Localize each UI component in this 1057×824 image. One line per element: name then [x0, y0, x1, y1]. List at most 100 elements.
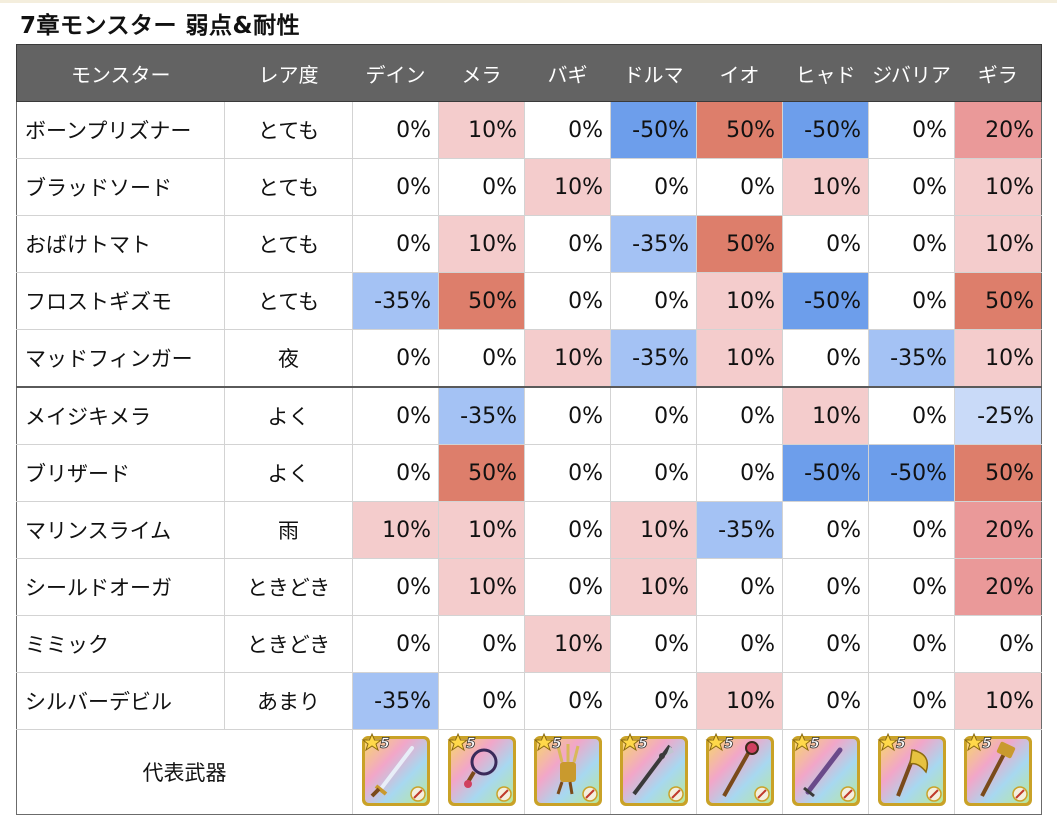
resistance-value: 50%: [954, 444, 1042, 502]
header-row: モンスター レア度 デイン メラ バギ ドルマ イオ ヒャド ジバリア ギラ: [16, 44, 1042, 102]
resistance-value: 10%: [696, 672, 783, 730]
resistance-value: 0%: [696, 558, 783, 616]
resistance-value: 0%: [352, 158, 439, 216]
resistance-value: -35%: [352, 672, 439, 730]
resistance-value: 0%: [868, 101, 955, 159]
resistance-value: 10%: [610, 501, 697, 559]
resistance-value: 0%: [352, 444, 439, 502]
resistance-value: 10%: [696, 272, 783, 330]
resistance-value: 10%: [610, 558, 697, 616]
header-mera: メラ: [438, 44, 525, 102]
axe-icon: 5: [876, 732, 948, 812]
resistance-value: 0%: [954, 615, 1042, 673]
resistance-value: 10%: [782, 386, 869, 445]
resistance-value: 0%: [868, 558, 955, 616]
resistance-value: 10%: [954, 158, 1042, 216]
star-icon: [705, 732, 726, 752]
resistance-value: 0%: [610, 615, 697, 673]
monster-name: シルバーデビル: [16, 672, 225, 730]
resistance-value: 0%: [868, 215, 955, 273]
resistance-value: 0%: [524, 558, 611, 616]
star-rank-number: 5: [982, 736, 992, 752]
star-rank-number: 5: [380, 736, 390, 752]
resistance-value: 0%: [696, 444, 783, 502]
star-rank-number: 5: [896, 736, 906, 752]
resistance-value: 0%: [524, 501, 611, 559]
resistance-value: 0%: [696, 615, 783, 673]
top-border: [0, 0, 1057, 3]
table-row: メイジキメラ よく 0% -35% 0% 0% 0% 10% 0% -25%: [16, 386, 1042, 445]
table-row: ミミック ときどき 0% 0% 10% 0% 0% 0% 0% 0%: [16, 615, 1042, 673]
header-gira: ギラ: [954, 44, 1042, 102]
resistance-value: 50%: [954, 272, 1042, 330]
resistance-value: 20%: [954, 501, 1042, 559]
monster-name: おばけトマト: [16, 215, 225, 273]
resistance-value: 0%: [782, 672, 869, 730]
resistance-value: -25%: [954, 386, 1042, 445]
table-row: ボーンプリズナー とても 0% 10% 0% -50% 50% -50% 0% 20%: [16, 101, 1042, 159]
resistance-value: 10%: [954, 215, 1042, 273]
table-row: マッドフィンガー夜 0% 0% 10% -35% 10% 0% -35% 10%: [16, 329, 1042, 388]
monster-name: ミミック: [16, 615, 225, 673]
resistance-value: -35%: [438, 386, 525, 445]
resistance-value: 0%: [524, 444, 611, 502]
star-rank-number: 5: [638, 736, 648, 752]
weapon-cell: 5: [438, 729, 525, 815]
header-jibaria: ジバリア: [868, 44, 955, 102]
resistance-value: 0%: [610, 672, 697, 730]
resistance-value: 0%: [782, 215, 869, 273]
monster-name: マリンスライム: [16, 501, 225, 559]
resistance-value: -50%: [782, 444, 869, 502]
star-icon: [447, 732, 468, 752]
monster-name: ブリザード: [16, 444, 225, 502]
monster-name: ブラッドソード: [16, 158, 225, 216]
page-title: 7章モンスター 弱点&耐性: [20, 13, 301, 39]
weapon-cell: 5: [782, 729, 869, 815]
resistance-value: -35%: [610, 329, 697, 388]
resistance-value: 0%: [696, 386, 783, 445]
rarity-cell: とても: [224, 158, 353, 216]
resistance-value: 10%: [524, 615, 611, 673]
header-dorma: ドルマ: [610, 44, 697, 102]
resistance-value: 0%: [524, 215, 611, 273]
resistance-value: 0%: [868, 158, 955, 216]
table-row: ブリザード よく 0% 50% 0% 0% 0% -50% -50% 50%: [16, 444, 1042, 502]
header-bagi: バギ: [524, 44, 611, 102]
resistance-value: 0%: [352, 386, 439, 445]
weapon-cell: 5: [610, 729, 697, 815]
resistance-value: 0%: [352, 615, 439, 673]
resistance-value: 10%: [524, 158, 611, 216]
resistance-value: 20%: [954, 558, 1042, 616]
star-icon: [791, 732, 812, 752]
resistance-value: 0%: [352, 329, 439, 388]
rarity-cell: よく: [224, 386, 353, 445]
star-icon: [963, 732, 985, 752]
weapon-cell: 5: [954, 729, 1042, 815]
resistance-value: 10%: [954, 329, 1042, 388]
table-row: フロストギズモ とても -35% 50% 0% 0% 10% -50% 0% 50%: [16, 272, 1042, 330]
spear-icon: 5: [618, 732, 690, 812]
resistance-value: 0%: [438, 615, 525, 673]
resistance-value: 0%: [696, 158, 783, 216]
resistance-value: 50%: [438, 444, 525, 502]
resistance-value: 0%: [782, 329, 869, 388]
resistance-value: 50%: [438, 272, 525, 330]
header-dein: デイン: [352, 44, 439, 102]
whip-icon: 5: [446, 732, 518, 812]
resistance-value: 0%: [868, 501, 955, 559]
hammer-icon: 5: [962, 732, 1034, 812]
resistance-value: 10%: [782, 158, 869, 216]
sword-icon: 5: [360, 732, 432, 812]
weapon-row-label: 代表武器: [16, 729, 353, 815]
star-rank-number: 5: [466, 736, 476, 752]
resistance-value: 50%: [696, 215, 783, 273]
star-rank-number: 5: [552, 736, 562, 752]
resistance-value: 0%: [524, 272, 611, 330]
table-row: シルバーデビル あまり -35% 0% 0% 0% 10% 0% 0% 10%: [16, 672, 1042, 730]
resistance-value: 0%: [524, 386, 611, 445]
header-hyado: ヒャド: [782, 44, 869, 102]
weapon-cell: 5: [868, 729, 955, 815]
resistance-value: 0%: [610, 444, 697, 502]
resistance-value: -50%: [782, 272, 869, 330]
claw-icon: 5: [532, 732, 604, 812]
